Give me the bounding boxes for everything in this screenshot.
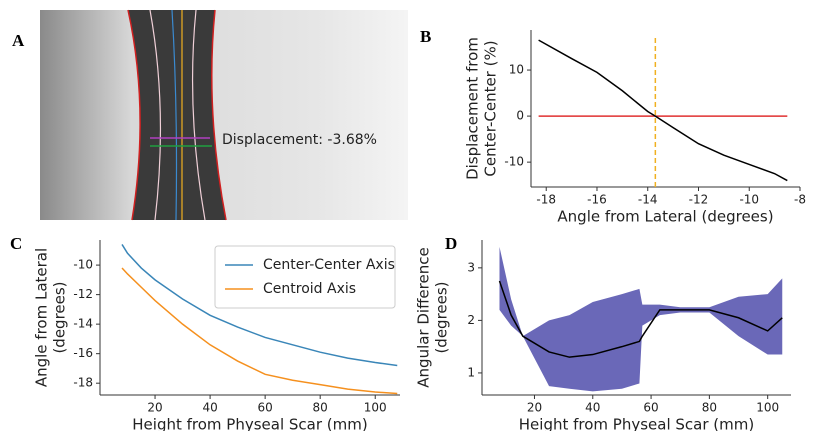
x-tick-label: 40: [585, 401, 600, 415]
x-axis-label: Height from Physeal Scar (mm): [132, 416, 367, 431]
y-axis-label: Angle from Lateral: [33, 248, 51, 387]
line: [539, 40, 788, 180]
x-tick-label: 40: [202, 401, 217, 415]
y-tick-label: -14: [73, 317, 93, 331]
y-tick-label: 0: [516, 109, 524, 123]
y-tick-label: -10: [504, 155, 524, 169]
annotation: Displacement: -3.68%: [222, 132, 377, 148]
y-tick-label: -12: [73, 287, 93, 301]
y-axis-label: (degrees): [433, 281, 451, 353]
x-tick-label: -16: [587, 193, 607, 207]
x-tick-label: -8: [794, 193, 806, 207]
y-tick-label: 2: [467, 313, 475, 327]
y-axis-label: Displacement from: [464, 37, 482, 180]
figure: A Displacement: -3.68% B -18 -16 -14 -12 -10 -8 -…: [0, 0, 817, 431]
x-tick-label: 80: [702, 401, 717, 415]
x-tick-label: 80: [313, 401, 328, 415]
legend-label: Centroid Axis: [263, 281, 356, 297]
y-tick-label: -18: [73, 376, 93, 390]
y-tick-label: 3: [467, 260, 475, 274]
x-tick-label: 20: [527, 401, 542, 415]
y-axis-label: Angular Difference: [415, 247, 433, 387]
x-axis-label: Height from Physeal Scar (mm): [519, 416, 754, 431]
legend-label: Center-Center Axis: [263, 257, 395, 273]
y-tick-label: 10: [509, 63, 524, 77]
panel-label: B: [420, 27, 431, 46]
y-tick-label: -10: [73, 258, 93, 272]
x-axis-label: Angle from Lateral (degrees): [557, 208, 773, 226]
y-axis-label: Center-Center (%): [482, 40, 500, 176]
x-tick-label: 100: [756, 401, 779, 415]
x-tick-label: 100: [364, 401, 387, 415]
y-tick-label: 1: [467, 365, 475, 379]
page: {"chart_data": [ {"type": "image", "pane…: [0, 0, 817, 431]
xray-image: [40, 10, 408, 220]
x-tick-label: 60: [257, 401, 272, 415]
x-tick-label: 20: [147, 401, 162, 415]
legend: [215, 246, 395, 308]
x-tick-label: -10: [739, 193, 759, 207]
x-tick-label: 60: [643, 401, 658, 415]
y-tick-label: -16: [73, 346, 93, 360]
panel-label: A: [12, 31, 25, 50]
panel-label: C: [10, 234, 22, 253]
x-tick-label: -14: [638, 193, 658, 207]
panel-label: D: [445, 234, 457, 253]
x-tick-label: -12: [689, 193, 709, 207]
x-tick-label: -18: [536, 193, 556, 207]
y-axis-label: (degrees): [51, 281, 69, 353]
